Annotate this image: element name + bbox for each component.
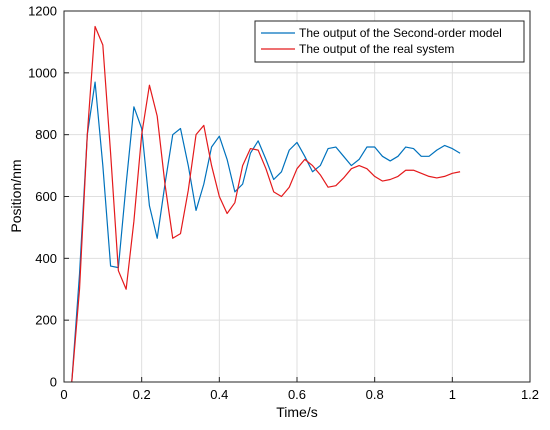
legend-label-model: The output of the Second-order model bbox=[299, 26, 502, 40]
x-tick-label: 1.2 bbox=[521, 387, 539, 402]
series-line-real bbox=[71, 25, 461, 383]
y-tick-label: 1000 bbox=[28, 65, 57, 80]
x-tick-label: 0.4 bbox=[210, 387, 228, 402]
x-tick-label: 0.2 bbox=[133, 387, 151, 402]
y-tick-label: 200 bbox=[35, 313, 57, 328]
legend: The output of the Second-order model The… bbox=[254, 20, 525, 63]
x-tick-label: 0.6 bbox=[288, 387, 306, 402]
x-tick-label: 0.8 bbox=[366, 387, 384, 402]
y-tick-label: 1200 bbox=[28, 4, 57, 19]
y-tick-label: 800 bbox=[35, 127, 57, 142]
y-tick-label: 600 bbox=[35, 189, 57, 204]
legend-label-real: The output of the real system bbox=[299, 42, 454, 56]
tick-labels: 0 0.2 0.4 0.6 0.8 1 1.2 0 200 400 600 800 1000 1200 bbox=[28, 4, 539, 403]
x-tick-label: 0 bbox=[60, 387, 67, 402]
series-lines bbox=[71, 25, 461, 383]
y-tick-label: 400 bbox=[35, 251, 57, 266]
y-axis-label: Position/nm bbox=[8, 159, 24, 232]
legend-box bbox=[254, 20, 525, 63]
x-axis-label: Time/s bbox=[276, 404, 317, 420]
series-line-model bbox=[71, 81, 461, 383]
ticks bbox=[63, 10, 531, 383]
x-tick-label: 1 bbox=[449, 387, 456, 402]
y-tick-label: 0 bbox=[50, 375, 57, 390]
